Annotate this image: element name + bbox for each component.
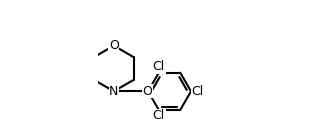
Text: Cl: Cl — [191, 85, 204, 98]
Text: Cl: Cl — [153, 60, 165, 73]
Text: Cl: Cl — [153, 109, 165, 122]
Text: O: O — [109, 39, 119, 52]
Text: N: N — [109, 85, 118, 98]
Text: O: O — [142, 85, 152, 98]
